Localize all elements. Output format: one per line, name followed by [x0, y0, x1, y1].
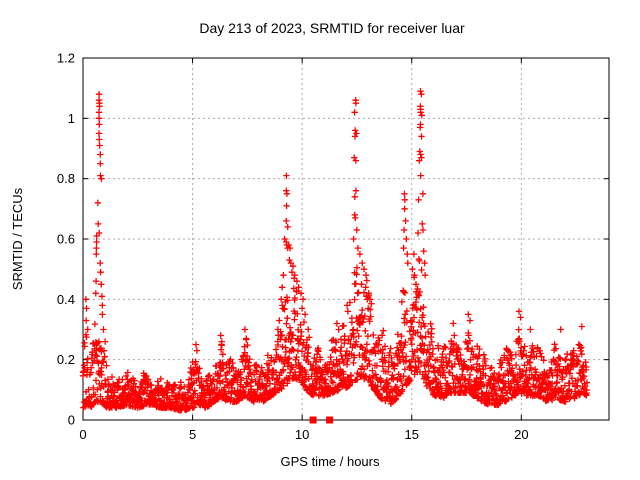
x-tick-label: 10: [295, 427, 309, 442]
x-tick-label: 5: [189, 427, 196, 442]
y-axis-label: SRMTID / TECUs: [10, 187, 25, 290]
y-tick-label: 1.2: [57, 51, 75, 66]
axis-square-marker: [309, 416, 317, 424]
y-tick-label: 0: [68, 413, 75, 428]
y-tick-label: 0.2: [57, 352, 75, 367]
scatter-points: [79, 88, 591, 414]
x-axis-label: GPS time / hours: [281, 454, 380, 469]
axis-square-marker: [326, 416, 334, 424]
chart-title: Day 213 of 2023, SRMTID for receiver lua…: [199, 20, 465, 36]
y-tick-label: 0.4: [57, 292, 75, 307]
x-tick-labels: 0 5 10 15 20: [79, 427, 528, 442]
x-tick-label: 15: [405, 427, 419, 442]
y-tick-label: 0.8: [57, 171, 75, 186]
y-tick-label: 1: [68, 111, 75, 126]
y-tick-label: 0.6: [57, 232, 75, 247]
axis-tick-marks: [82, 57, 609, 421]
axis-square-markers: [309, 416, 334, 424]
x-tick-label: 0: [79, 427, 86, 442]
x-tick-label: 20: [514, 427, 528, 442]
y-tick-labels: 0 0.2 0.4 0.6 0.8 1 1.2: [57, 51, 75, 428]
